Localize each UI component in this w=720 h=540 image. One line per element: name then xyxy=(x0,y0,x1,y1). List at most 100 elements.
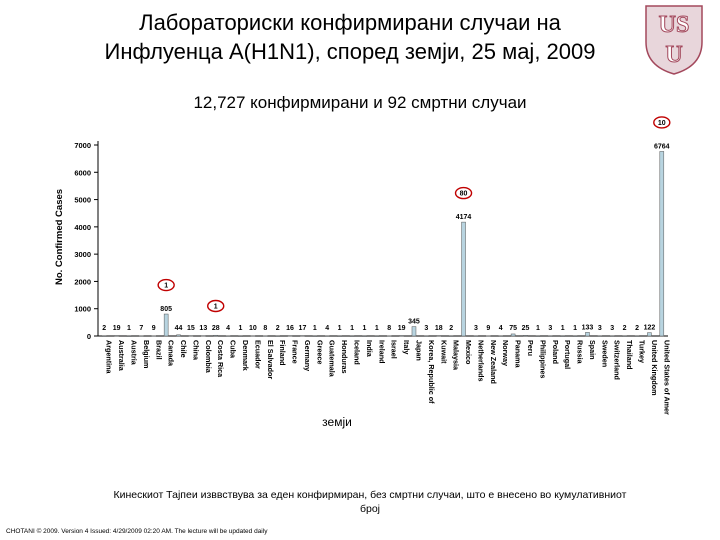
x-tick-label: Portugal xyxy=(563,340,572,369)
value-label: 19 xyxy=(398,325,406,332)
x-tick-label: Sweden xyxy=(600,340,609,367)
x-tick-label: Switzerland xyxy=(613,340,622,380)
x-tick-label: Malaysia xyxy=(452,340,461,371)
x-tick-label: Iceland xyxy=(353,340,362,365)
usu-logo: US U xyxy=(640,2,708,76)
x-tick-label: Netherlands xyxy=(476,340,485,382)
svg-text:U: U xyxy=(665,42,682,68)
bar xyxy=(424,335,429,337)
x-tick-label: Panama xyxy=(514,340,523,369)
y-tick-label: 2000 xyxy=(74,277,91,286)
bar xyxy=(647,332,652,337)
bar xyxy=(609,335,615,337)
death-marker xyxy=(157,278,175,292)
x-tick-label: Italy xyxy=(402,340,411,354)
bars-group xyxy=(101,151,665,337)
death-count-label: 1 xyxy=(164,283,168,290)
x-tick-label: France xyxy=(291,340,300,364)
bar xyxy=(126,335,132,337)
bar xyxy=(139,335,144,337)
x-tick-label: Ecuador xyxy=(253,340,262,369)
value-label: 2 xyxy=(102,325,106,332)
bar xyxy=(597,335,603,337)
value-label: 44 xyxy=(175,325,183,332)
x-tick-label: Germany xyxy=(303,340,312,371)
chart-title: Лабораториски конфирмирани случаи на Инф… xyxy=(40,8,660,66)
value-label: 25 xyxy=(522,325,530,332)
x-tick-label: Mexico xyxy=(464,340,473,365)
bar xyxy=(324,335,330,337)
bar xyxy=(287,335,293,337)
y-tick-label: 3000 xyxy=(74,250,91,259)
bar xyxy=(275,335,280,337)
x-tick-label: Greece xyxy=(315,340,324,364)
value-label: 2 xyxy=(449,325,453,332)
value-label: 3 xyxy=(610,325,614,332)
bar xyxy=(448,335,454,337)
bar xyxy=(188,335,194,337)
footnote-line-1: Кинескиот Тајпеи изввствува за еден конф… xyxy=(113,489,627,501)
x-tick-label: Japan xyxy=(414,340,423,361)
y-tick-label: 1000 xyxy=(74,305,91,314)
x-tick-label: Denmark xyxy=(241,340,250,371)
bar xyxy=(250,335,256,337)
value-label: 3 xyxy=(598,325,602,332)
bar xyxy=(101,335,107,337)
value-label: 133 xyxy=(582,324,594,331)
bar xyxy=(411,326,417,337)
value-label: 6764 xyxy=(654,143,670,150)
footnote: Кинескиот Тајпеи изввствува за еден конф… xyxy=(40,488,700,516)
bar xyxy=(498,335,503,337)
bar xyxy=(461,221,466,337)
x-tick-label: Brazil xyxy=(154,340,163,360)
x-tick-label: Chile xyxy=(179,340,188,358)
value-label: 8 xyxy=(387,325,391,332)
death-count-label: 1 xyxy=(214,304,218,311)
x-tick-label: Thailand xyxy=(625,340,634,370)
x-tick-label: Costa Rica xyxy=(216,340,225,378)
x-tick-label: Peru xyxy=(526,340,535,356)
x-tick-label: Colombia xyxy=(204,340,213,374)
bar xyxy=(548,335,553,337)
x-tick-label: Poland xyxy=(551,340,560,364)
value-label: 2 xyxy=(623,325,627,332)
value-label: 4 xyxy=(325,325,329,332)
x-tick-label: India xyxy=(365,340,374,358)
bar xyxy=(312,335,318,337)
x-tick-label: Russia xyxy=(576,340,585,365)
value-label: 4 xyxy=(499,325,503,332)
death-count-label: 10 xyxy=(658,120,666,127)
value-label: 805 xyxy=(160,306,172,313)
value-label: 13 xyxy=(199,325,207,332)
death-markers-group: 1 1 80 10 xyxy=(157,116,671,313)
value-label: 1 xyxy=(350,325,354,332)
value-label: 18 xyxy=(435,325,443,332)
value-label: 4174 xyxy=(456,214,472,221)
value-label: 1 xyxy=(362,325,366,332)
x-tick-label: Finland xyxy=(278,340,287,366)
bar xyxy=(300,335,305,337)
x-tick-label: Guatemala xyxy=(328,340,337,378)
x-tick-label: Korea, Republic of xyxy=(427,340,436,404)
bar xyxy=(523,335,528,337)
value-label: 3 xyxy=(474,325,478,332)
death-marker xyxy=(454,186,473,200)
bar xyxy=(634,335,640,337)
value-label: 122 xyxy=(644,325,656,332)
value-label: 17 xyxy=(299,325,307,332)
bar xyxy=(337,335,342,337)
y-tick-label: 5000 xyxy=(74,196,91,205)
death-count-label: 80 xyxy=(460,191,468,198)
value-label: 1 xyxy=(313,325,317,332)
x-tick-label: Argentina xyxy=(105,340,114,375)
bar xyxy=(151,335,157,337)
x-tick-label: United Kingdom xyxy=(650,340,659,396)
x-tick-label: Spain xyxy=(588,340,597,360)
death-marker xyxy=(653,116,671,129)
value-label: 16 xyxy=(286,325,294,332)
x-tick-label: Cuba xyxy=(229,340,238,359)
bar xyxy=(213,334,218,337)
value-label: 15 xyxy=(187,325,195,332)
x-tick-label: Ireland xyxy=(377,340,386,364)
value-label: 1 xyxy=(536,325,540,332)
